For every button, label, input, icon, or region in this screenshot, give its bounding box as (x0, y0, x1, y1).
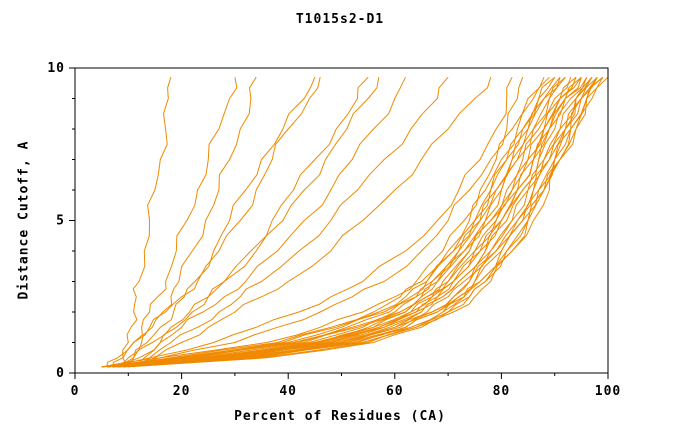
series-line (112, 76, 598, 368)
series-line (128, 76, 449, 368)
tick-label: 0 (71, 384, 80, 399)
series-line (122, 76, 406, 368)
series-line (117, 77, 172, 368)
series-line (112, 76, 582, 368)
series-line (117, 77, 380, 368)
tick-label: 100 (595, 384, 621, 399)
series-line (122, 77, 316, 368)
chart-title: T1015s2-D1 (295, 12, 385, 27)
series-line (101, 77, 545, 368)
series-line (122, 76, 598, 368)
series-line (133, 77, 492, 368)
series-line (117, 76, 604, 368)
series-line (128, 76, 604, 368)
series-line (117, 76, 257, 368)
series-line (106, 76, 566, 368)
tick-label: 10 (47, 61, 65, 76)
series-line (122, 76, 604, 368)
series-line (101, 76, 561, 368)
series-line (106, 76, 556, 368)
series-line (117, 77, 524, 368)
tick-label: 40 (279, 384, 297, 399)
x-axis-label: Percent of Residues (CA) (234, 409, 446, 424)
series-line (101, 76, 556, 368)
series-line (106, 77, 577, 368)
series-line (101, 76, 550, 368)
series-line (106, 77, 321, 367)
series-line (106, 76, 582, 368)
series-line (128, 76, 369, 368)
series-line (111, 77, 238, 368)
series-line (117, 76, 609, 368)
series-line (106, 77, 561, 368)
series-line (117, 76, 593, 368)
tick-label: 5 (56, 214, 65, 229)
tick-label: 60 (386, 384, 404, 399)
tick-label: 0 (56, 366, 65, 381)
series-line (117, 76, 593, 368)
tick-label: 80 (493, 384, 511, 399)
tick-label: 20 (173, 384, 191, 399)
series-line (112, 76, 513, 368)
